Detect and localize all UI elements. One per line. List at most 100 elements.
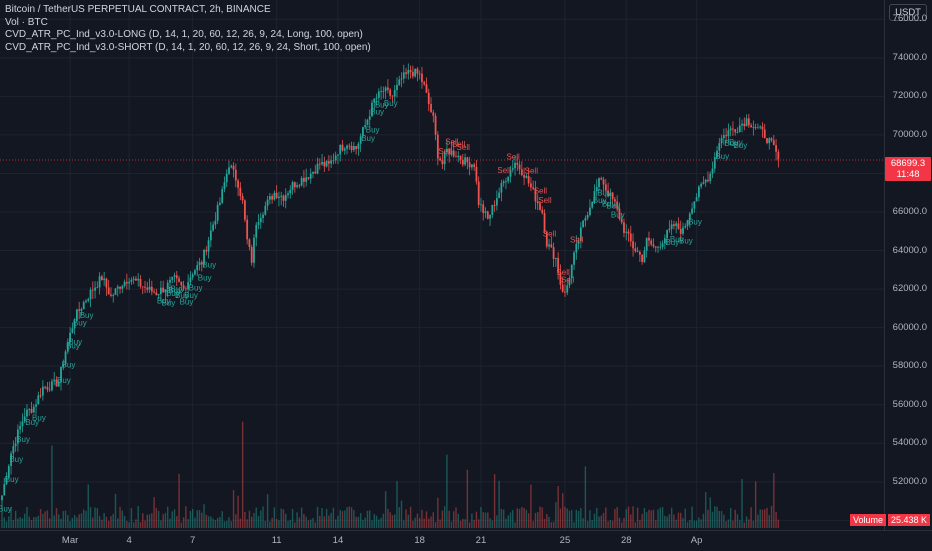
- candle-body: [623, 222, 625, 233]
- candle-body: [300, 178, 303, 186]
- volume-bar: [566, 508, 568, 528]
- volume-bar: [766, 507, 768, 528]
- volume-bar: [670, 507, 673, 528]
- candle-body: [677, 223, 680, 229]
- volume-bar: [128, 522, 130, 528]
- volume-bar: [212, 518, 214, 528]
- volume-bar: [512, 510, 514, 528]
- candle-body: [14, 443, 17, 447]
- candle-body: [1, 495, 3, 501]
- candle-body: [221, 189, 224, 203]
- volume-bar: [394, 514, 396, 528]
- volume-bar: [664, 515, 666, 528]
- volume-bar: [627, 506, 630, 528]
- candle-body: [144, 286, 146, 288]
- candle-body: [466, 157, 469, 163]
- volume-bar: [364, 517, 366, 528]
- volume-bar: [743, 522, 745, 528]
- volume-bar: [752, 520, 755, 528]
- candle-body: [752, 127, 755, 128]
- candle-body: [609, 192, 612, 197]
- candle-body: [182, 285, 185, 289]
- sell-signal-label: Sell: [506, 153, 520, 162]
- volume-bar: [666, 516, 668, 528]
- volume-bar: [139, 522, 142, 528]
- volume-bar: [221, 511, 223, 528]
- candle-body: [296, 185, 298, 188]
- time-axis[interactable]: Mar 4 7 11 14 18 21 25 28 Ap: [0, 530, 932, 551]
- volume-bar: [169, 518, 171, 528]
- volume-bar: [298, 517, 301, 528]
- candle-body: [53, 379, 56, 382]
- candle-body: [141, 286, 144, 288]
- volume-bar: [466, 469, 469, 528]
- volume-legend[interactable]: Vol · BTC: [5, 16, 48, 28]
- candle-body: [132, 278, 135, 280]
- volume-bar: [325, 508, 328, 528]
- candle-body: [425, 84, 428, 93]
- volume-bar: [557, 486, 559, 528]
- volume-bar: [228, 517, 230, 528]
- candle-body: [516, 162, 519, 165]
- candle-body: [39, 395, 42, 397]
- candle-body: [164, 289, 167, 293]
- candle-body: [722, 135, 725, 139]
- volume-bar: [657, 509, 659, 528]
- bar-countdown: 11:48: [896, 169, 920, 180]
- candle-body: [212, 224, 215, 231]
- volume-bar: [151, 513, 153, 528]
- candle-body: [548, 244, 550, 247]
- candle-body: [91, 289, 94, 291]
- volume-bar: [514, 522, 516, 528]
- volume-bar: [707, 509, 709, 528]
- candle-body: [55, 379, 58, 387]
- candle-body: [716, 150, 718, 158]
- volume-bar: [278, 520, 280, 528]
- candle-body: [291, 182, 294, 190]
- candle-body: [632, 241, 634, 249]
- volume-bar: [475, 511, 478, 528]
- candle-body: [634, 248, 637, 252]
- candle-body: [180, 281, 183, 286]
- candle-body: [475, 166, 478, 182]
- volume-bar: [509, 512, 512, 528]
- volume-bar: [230, 521, 232, 528]
- volume-bar: [639, 520, 641, 528]
- candle-body: [416, 68, 419, 74]
- currency-button[interactable]: USDT: [889, 4, 927, 21]
- buy-signal-label: Buy: [670, 235, 684, 244]
- candle-body: [368, 116, 371, 120]
- candle-body: [73, 321, 76, 329]
- volume-bar: [341, 511, 344, 528]
- volume-bar: [598, 516, 600, 528]
- candle-body: [457, 155, 460, 158]
- chart-pane[interactable]: Buy Buy Buy Buy Buy Buy Buy Buy Buy Buy Buy Buy Buy B…: [0, 0, 884, 530]
- candle-body: [421, 73, 423, 82]
- candle-body: [246, 219, 249, 240]
- candle-body: [695, 197, 698, 202]
- candle-body: [273, 192, 276, 200]
- volume-bar: [142, 513, 144, 528]
- volume-bar: [502, 509, 505, 528]
- buy-signal-label: Buy: [175, 291, 189, 300]
- volume-bar: [632, 506, 634, 528]
- candle-body: [198, 262, 201, 266]
- buy-signal-label: Buy: [679, 237, 693, 246]
- indicator-short-legend[interactable]: CVD_ATR_PC_Ind_v3.0-SHORT (D, 14, 1, 20,…: [5, 41, 371, 53]
- volume-bar: [357, 516, 360, 528]
- volume-bar: [126, 520, 128, 528]
- volume-bar: [348, 506, 351, 528]
- current-price-tag: 68699.3 11:48: [885, 157, 931, 181]
- symbol-title[interactable]: Bitcoin / TetherUS PERPETUAL CONTRACT, 2…: [5, 4, 271, 15]
- candle-body: [434, 115, 437, 135]
- volume-bar: [448, 510, 450, 528]
- volume-bar: [764, 509, 766, 528]
- price-chart[interactable]: BuyBuyBuyBuyBuyBuyBuyBuyBuyBuyBuyBuyBuyB…: [0, 0, 884, 530]
- candle-body: [321, 161, 323, 165]
- price-scale[interactable]: USDT 76000.074000.072000.070000.068000.0…: [884, 0, 932, 530]
- price-label: 76000.0: [892, 13, 927, 25]
- candle-body: [700, 183, 703, 187]
- volume-bar: [659, 507, 661, 528]
- indicator-long-legend[interactable]: CVD_ATR_PC_Ind_v3.0-LONG (D, 14, 1, 20, …: [5, 29, 363, 40]
- volume-bar: [412, 520, 414, 528]
